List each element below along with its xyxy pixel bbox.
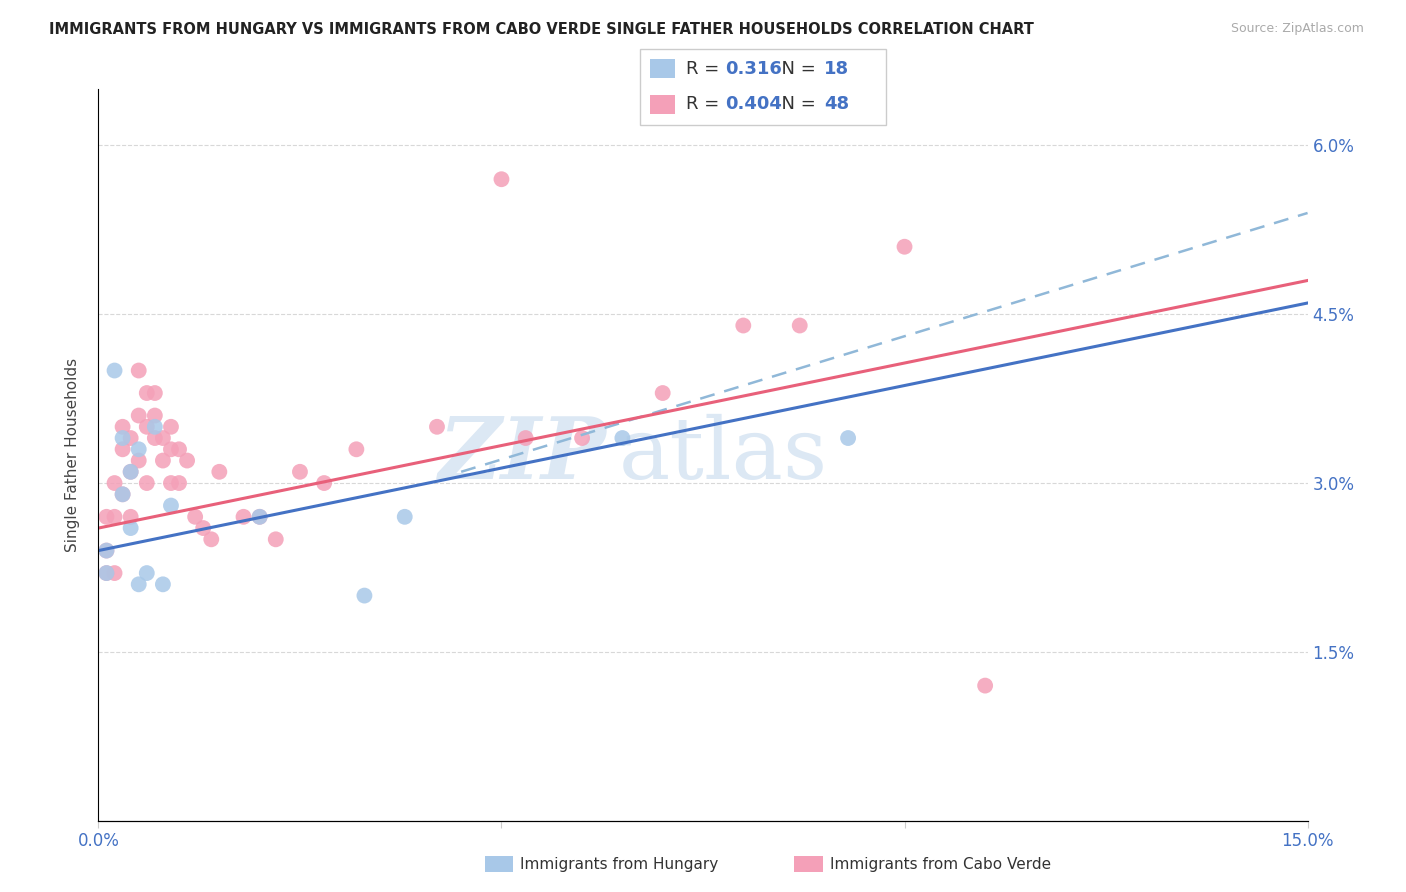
Point <box>128 409 150 423</box>
Point <box>160 442 183 457</box>
Point <box>96 509 118 524</box>
Point <box>974 679 997 693</box>
Text: 18: 18 <box>824 60 849 78</box>
Point <box>152 453 174 467</box>
Point <box>120 509 142 524</box>
Point <box>651 386 673 401</box>
Point <box>232 509 254 524</box>
Point <box>184 509 207 524</box>
Point <box>789 318 811 333</box>
Point <box>353 589 375 603</box>
Point <box>103 566 125 580</box>
Point <box>103 509 125 524</box>
Point <box>143 419 166 434</box>
Point <box>111 431 134 445</box>
Point <box>491 172 513 186</box>
Text: 0.316: 0.316 <box>725 60 782 78</box>
Point <box>135 386 157 401</box>
Point <box>264 533 287 547</box>
Text: R =: R = <box>686 60 725 78</box>
Point <box>120 465 142 479</box>
Point <box>143 386 166 401</box>
Point <box>344 442 367 457</box>
Point <box>128 442 150 457</box>
Text: Immigrants from Cabo Verde: Immigrants from Cabo Verde <box>830 857 1050 871</box>
Point <box>135 476 157 491</box>
Point <box>160 476 183 491</box>
Point <box>96 543 118 558</box>
Text: Source: ZipAtlas.com: Source: ZipAtlas.com <box>1230 22 1364 36</box>
Point <box>193 521 215 535</box>
Point <box>111 442 134 457</box>
Point <box>143 431 166 445</box>
Point <box>160 499 183 513</box>
Point <box>733 318 755 333</box>
Point <box>152 431 174 445</box>
Point <box>200 533 222 547</box>
Point <box>571 431 593 445</box>
Point <box>837 431 859 445</box>
Point <box>143 409 166 423</box>
Point <box>288 465 311 479</box>
Point <box>128 453 150 467</box>
Point <box>160 419 183 434</box>
Point <box>111 487 134 501</box>
Point <box>96 566 118 580</box>
Point <box>249 509 271 524</box>
Point <box>893 240 915 254</box>
Point <box>96 543 118 558</box>
Point <box>103 476 125 491</box>
Point <box>426 419 449 434</box>
Text: 0.404: 0.404 <box>725 95 782 113</box>
Point <box>120 465 142 479</box>
Point <box>167 476 190 491</box>
Point <box>120 521 142 535</box>
Point <box>612 431 634 445</box>
Point <box>314 476 336 491</box>
Point <box>135 419 157 434</box>
Point <box>111 487 134 501</box>
Point <box>152 577 174 591</box>
Text: N =: N = <box>770 95 823 113</box>
Point <box>111 419 134 434</box>
Y-axis label: Single Father Households: Single Father Households <box>65 358 80 552</box>
Text: IMMIGRANTS FROM HUNGARY VS IMMIGRANTS FROM CABO VERDE SINGLE FATHER HOUSEHOLDS C: IMMIGRANTS FROM HUNGARY VS IMMIGRANTS FR… <box>49 22 1033 37</box>
Point <box>103 363 125 377</box>
Point <box>135 566 157 580</box>
Text: N =: N = <box>770 60 823 78</box>
Point <box>128 577 150 591</box>
Text: 48: 48 <box>824 95 849 113</box>
Point <box>128 363 150 377</box>
Text: R =: R = <box>686 95 725 113</box>
Point <box>96 566 118 580</box>
Point <box>208 465 231 479</box>
Point <box>515 431 537 445</box>
Text: ZIP: ZIP <box>439 413 606 497</box>
Point <box>249 509 271 524</box>
Text: atlas: atlas <box>619 413 828 497</box>
Point <box>394 509 416 524</box>
Text: Immigrants from Hungary: Immigrants from Hungary <box>520 857 718 871</box>
Point <box>176 453 198 467</box>
Point <box>120 431 142 445</box>
Point <box>167 442 190 457</box>
